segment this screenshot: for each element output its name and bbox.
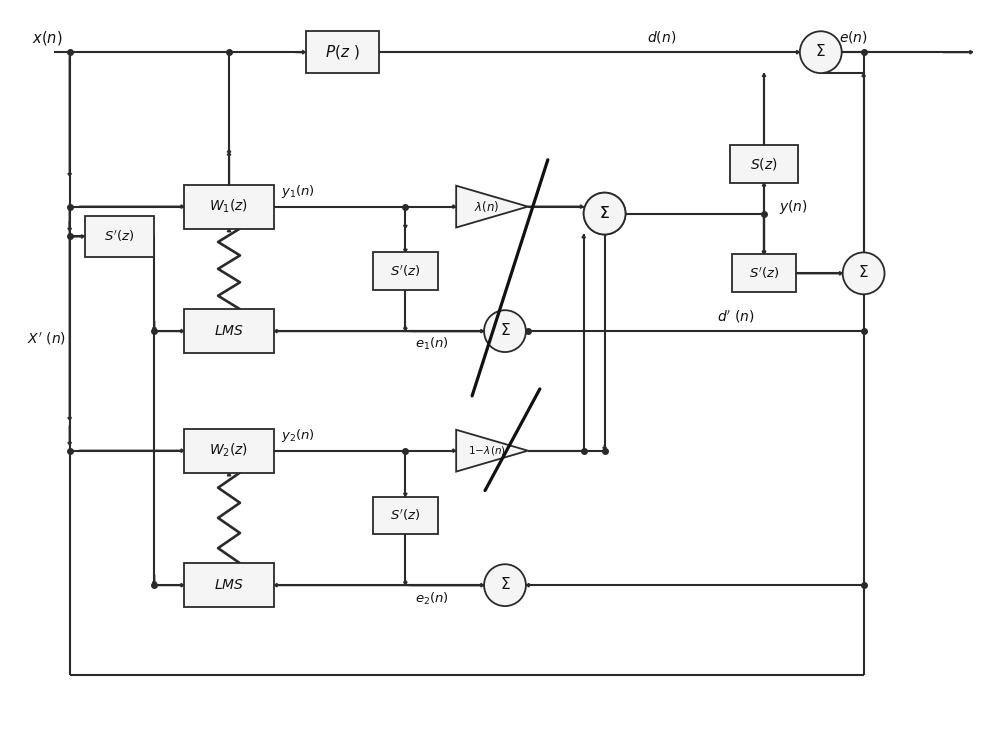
Circle shape [484,564,526,606]
Text: $\Sigma$: $\Sigma$ [858,265,869,281]
Circle shape [800,31,842,73]
Polygon shape [456,186,528,227]
Text: $S'(z)$: $S'(z)$ [749,265,779,281]
Text: $S'(z)$: $S'(z)$ [104,229,135,244]
Text: $P(z\ )$: $P(z\ )$ [325,43,360,61]
Text: $e_1(n)$: $e_1(n)$ [415,336,449,352]
FancyBboxPatch shape [85,216,154,257]
Text: $e_2(n)$: $e_2(n)$ [415,591,449,607]
Text: $e(n)$: $e(n)$ [839,29,868,45]
FancyBboxPatch shape [373,496,438,534]
Text: $\lambda(n)$: $\lambda(n)$ [474,199,500,214]
FancyBboxPatch shape [373,252,438,290]
FancyBboxPatch shape [184,564,274,607]
Text: $S(z)$: $S(z)$ [750,156,778,172]
Text: $S'(z)$: $S'(z)$ [390,264,420,279]
Text: $y_1(n)$: $y_1(n)$ [281,183,315,200]
Polygon shape [456,430,528,471]
Text: $W_1(z)$: $W_1(z)$ [209,198,249,216]
FancyBboxPatch shape [184,185,274,229]
Text: $x(n)$: $x(n)$ [32,29,62,47]
Text: $W_2(z)$: $W_2(z)$ [209,442,249,459]
Text: $\Sigma$: $\Sigma$ [599,205,610,221]
FancyBboxPatch shape [306,31,379,73]
Circle shape [484,310,526,352]
Text: $LMS$: $LMS$ [214,324,244,338]
Circle shape [584,193,626,235]
Text: $\Sigma$: $\Sigma$ [815,43,826,59]
Circle shape [584,193,626,235]
FancyBboxPatch shape [732,254,796,292]
Text: $S'(z)$: $S'(z)$ [390,507,420,523]
Text: $y(n)$: $y(n)$ [779,197,808,216]
Text: $d'\ (n)$: $d'\ (n)$ [717,308,755,325]
Text: $d(n)$: $d(n)$ [647,29,677,45]
Text: $1\!-\!\lambda(n)$: $1\!-\!\lambda(n)$ [468,444,506,457]
Text: $\Sigma$: $\Sigma$ [500,322,510,338]
Text: $LMS$: $LMS$ [214,578,244,592]
FancyBboxPatch shape [730,145,798,183]
Circle shape [843,252,885,295]
Text: $y_2(n)$: $y_2(n)$ [281,427,315,444]
Text: $\Sigma$: $\Sigma$ [500,576,510,592]
Text: $\Sigma$: $\Sigma$ [599,205,610,221]
Text: $X'\ (n)$: $X'\ (n)$ [27,330,66,346]
FancyBboxPatch shape [184,429,274,473]
FancyBboxPatch shape [184,309,274,353]
